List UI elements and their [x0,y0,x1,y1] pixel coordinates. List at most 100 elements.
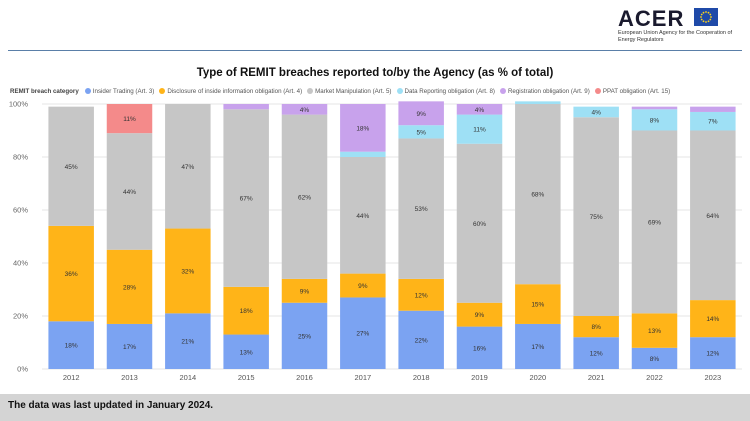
bar-segment [573,337,619,369]
chart-title: Type of REMIT breaches reported to/by th… [196,67,554,79]
bar-segment [281,104,328,115]
data-label: 9% [416,111,426,118]
bar-segment [690,337,736,369]
bar-segment [631,313,678,348]
data-label: 45% [65,164,78,171]
data-label: 17% [123,344,136,351]
data-label: 9% [300,288,310,295]
legend-label: Data Reporting obligation (Art. 8) [404,87,495,95]
bar-segment [573,106,619,118]
bar-segment [223,104,269,110]
legend-label: Registration obligation (Art. 9) [507,87,590,95]
legend-item[interactable]: Registration obligation (Art. 9) [499,87,590,95]
x-tick-label: 2012 [63,373,80,382]
bar-segment [48,225,94,322]
stacked-bar-chart: 0% 20% 40% 60% 80% 100% 18% 36% 45% 2012 17% 28% 44%… [9,100,742,382]
data-label: 44% [123,189,136,196]
data-label: 15% [531,302,544,309]
data-label: 36% [65,271,78,278]
bar-segment [690,300,736,338]
data-label: 21% [181,339,194,346]
bar-segment [631,109,678,131]
x-tick-label: 2017 [354,373,371,382]
data-label: 11% [123,116,136,123]
bar-segment [515,104,561,285]
data-label: 68% [531,192,544,199]
logo-text: ACER [618,6,685,31]
legend-item[interactable]: Market Manipulation (Art. 5) [307,88,392,95]
data-label: 8% [650,356,660,363]
x-tick-label: 2021 [588,373,605,382]
bar-segment [515,284,561,324]
footer-note: The data was last updated in January 202… [8,400,214,411]
bar-segment [398,278,444,311]
bar-segment [515,323,561,369]
data-label: 18% [356,125,369,132]
bar-segment [573,316,619,338]
acer-logo: ACER European Union Agency for the Coope… [618,6,744,46]
x-tick-label: 2015 [238,373,255,382]
data-label: 13% [648,328,661,335]
legend-swatch [307,88,314,94]
bar-segment [106,249,153,324]
bar-segment [106,323,153,369]
bar-segment [456,143,503,303]
data-label: 53% [415,206,428,213]
y-tick-label: 100% [9,100,29,109]
bar-segment [223,334,269,369]
bar-segment [340,297,386,369]
bar-segment [398,101,444,126]
bar-segment [106,104,153,134]
legend-item[interactable]: Disclosure of inside information obligat… [159,88,302,95]
data-label: 9% [475,312,485,319]
legend-swatch [159,88,166,94]
bar-segment [690,130,736,301]
bar-segment [631,106,678,110]
data-label: 75% [590,214,603,221]
logo-subtitle: European Union Agency for the Cooperatio… [618,30,733,43]
bar-segment [690,111,736,131]
legend-item[interactable]: Data Reporting obligation (Art. 8) [396,87,495,95]
data-label: 14% [706,316,719,323]
x-tick-label: 2022 [646,373,663,382]
data-label: 8% [591,324,601,331]
bar-segment [456,326,503,369]
bar-segment [340,157,386,274]
footer-bar: The data was last updated in January 202… [0,394,750,421]
data-label: 32% [181,268,194,275]
x-tick-label: 2018 [413,373,430,382]
data-label: 22% [415,337,428,344]
bar-segment [456,302,503,327]
bar-segment [223,109,269,287]
legend-label: PPAT obligation (Art. 15) [602,87,671,95]
bar-segment [340,273,386,298]
data-label: 28% [123,284,136,291]
bar-segment [223,286,269,335]
legend-item[interactable]: PPAT obligation (Art. 15) [594,87,671,95]
header-divider [8,50,742,51]
bar-segment [631,130,678,314]
data-label: 60% [473,221,486,228]
bar-segment [281,114,328,279]
bar-segment [106,133,153,250]
y-tick-label: 0% [17,365,28,374]
bar-segment [165,313,211,369]
data-label: 12% [590,351,603,358]
x-tick-label: 2013 [121,373,138,382]
y-tick-label: 80% [13,153,28,162]
data-label: 47% [181,164,194,171]
y-tick-label: 40% [13,259,28,268]
data-label: 12% [706,351,719,358]
bar-segment [398,310,444,369]
legend-item[interactable]: Insider Trading (Art. 3) [84,88,154,95]
data-label: 17% [531,344,544,351]
data-label: 5% [416,129,426,136]
legend-label: Disclosure of inside information obligat… [167,87,303,95]
data-label: 18% [240,308,253,315]
legend-swatch [84,88,91,94]
bar-segment [48,321,94,369]
chart-legend: REMIT breach category Insider Trading (A… [10,86,675,96]
bar-segment [48,106,94,226]
bar-segment [281,302,328,369]
data-label: 4% [300,107,310,114]
